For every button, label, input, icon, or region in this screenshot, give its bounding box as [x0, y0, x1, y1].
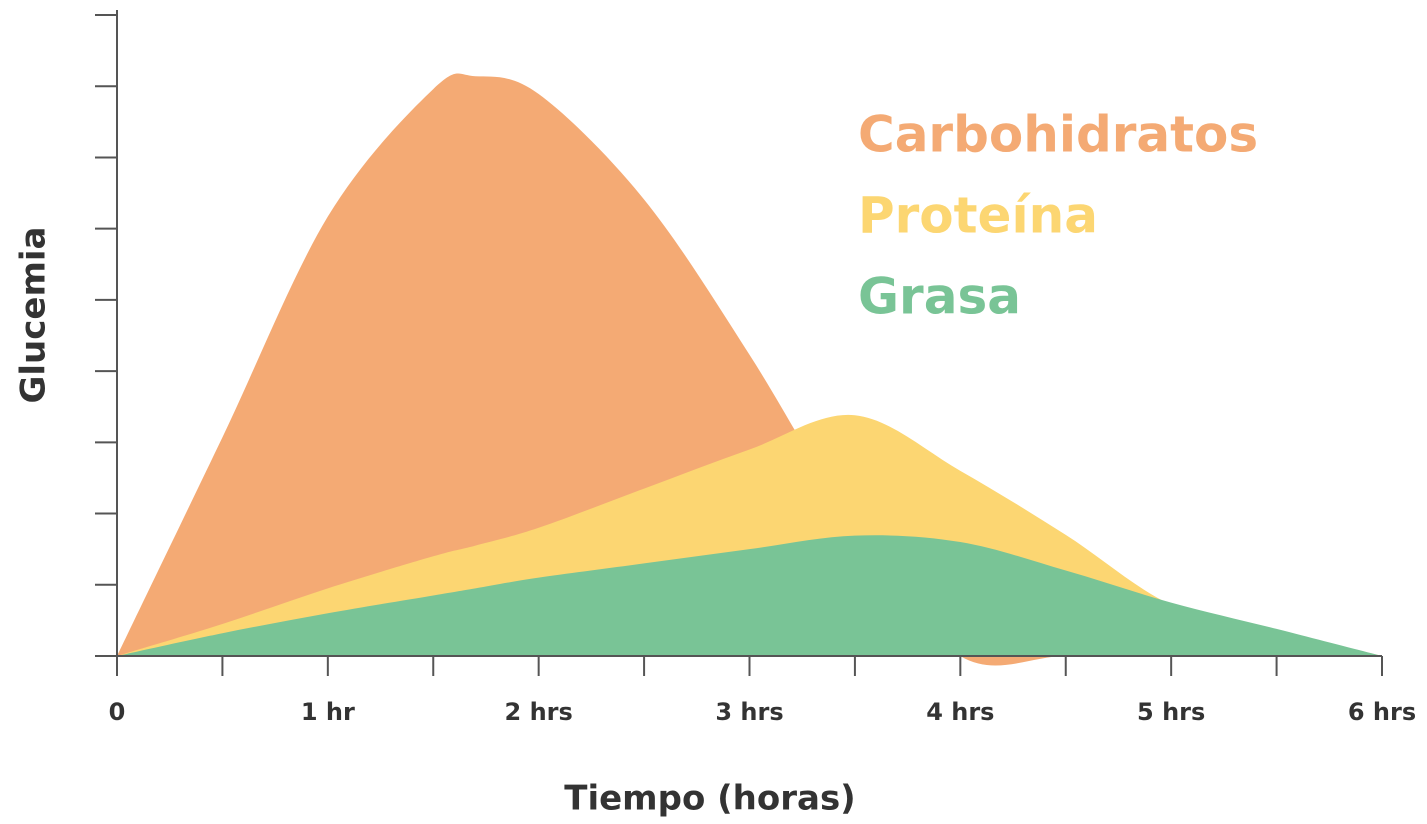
y-axis-label: Glucemia — [14, 226, 54, 403]
x-tick-label: 0 — [109, 698, 126, 726]
x-tick-label: 5 hrs — [1137, 698, 1205, 726]
legend-entry: Carbohidratos — [858, 106, 1258, 164]
x-tick-label: 6 hrs — [1348, 698, 1416, 726]
legend-entry: Proteína — [858, 187, 1098, 245]
x-tick-label: 2 hrs — [505, 698, 573, 726]
area — [117, 73, 1382, 666]
x-axis-label: Tiempo (horas) — [564, 779, 855, 819]
x-tick-label: 1 hr — [301, 698, 355, 726]
x-tick-label: 4 hrs — [926, 698, 994, 726]
area — [117, 535, 1382, 656]
x-tick-label: 3 hrs — [715, 698, 783, 726]
legend-entry: Grasa — [858, 268, 1021, 326]
